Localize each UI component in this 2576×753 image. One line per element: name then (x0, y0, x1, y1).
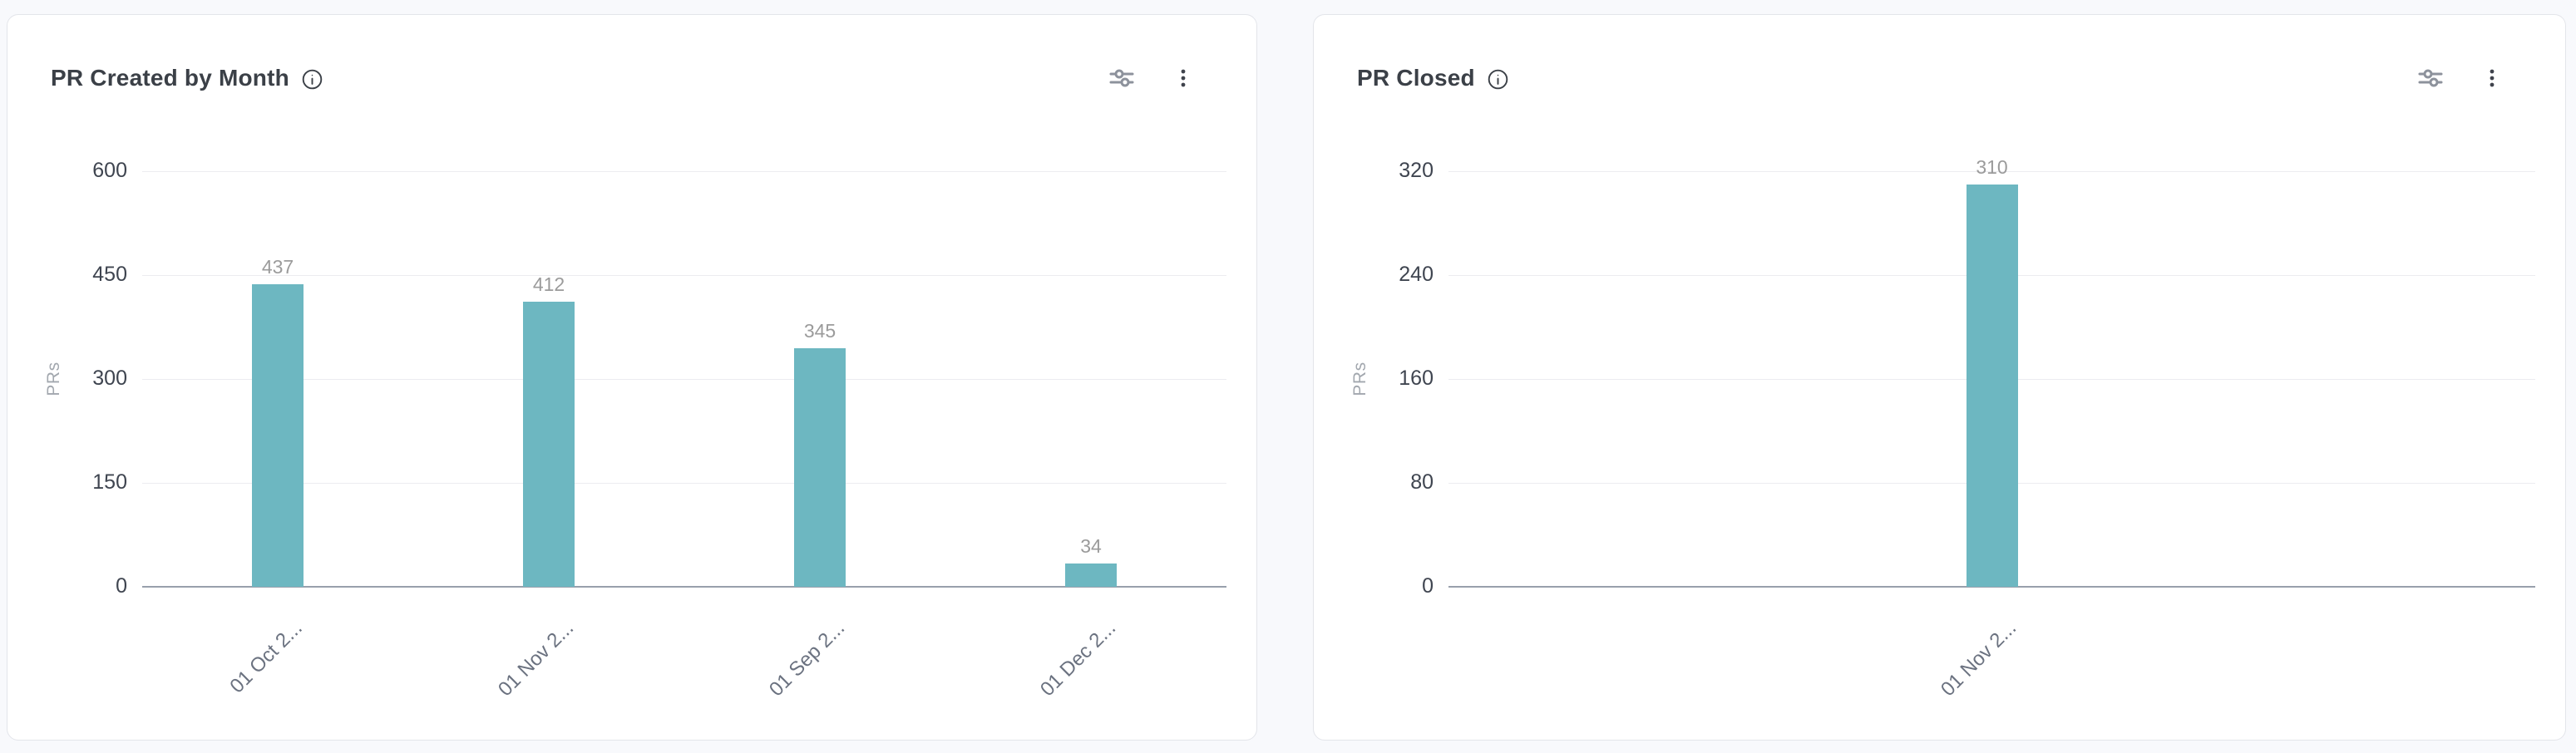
card-header: PR Created by Month (51, 62, 1198, 95)
bar-value-label: 412 (532, 273, 565, 295)
info-icon[interactable] (1487, 68, 1509, 91)
chart-card-pr-closed: PR Closed 0 80 160 240 320 PRs 310 (1313, 14, 2566, 741)
gridline (142, 275, 1226, 276)
y-tick-label: 80 (1410, 470, 1434, 494)
gridline (1448, 171, 2535, 172)
x-tick-label: 01 Oct 2... (225, 617, 308, 698)
x-axis-line (1448, 586, 2535, 588)
x-tick-label: 01 Nov 2... (1937, 617, 2021, 701)
y-tick-label: 300 (92, 367, 127, 390)
card-header: PR Closed (1357, 62, 2507, 95)
gridline (142, 483, 1226, 484)
bar[interactable] (523, 301, 575, 587)
sliders-icon[interactable] (2414, 62, 2447, 95)
x-tick-label: 01 Dec 2... (1035, 617, 1121, 701)
bar[interactable] (794, 347, 846, 587)
y-axis-title: PRs (1350, 362, 1369, 396)
x-axis-line (142, 586, 1226, 588)
y-tick-label: 600 (92, 159, 127, 182)
gridline (142, 379, 1226, 380)
y-tick-label: 0 (116, 574, 127, 598)
y-tick-label: 240 (1399, 263, 1434, 286)
bar-value-label: 34 (1080, 534, 1102, 557)
chart-title: PR Closed (1357, 65, 1475, 91)
y-tick-label: 150 (92, 470, 127, 494)
y-tick-label: 160 (1399, 367, 1434, 390)
gridline (142, 171, 1226, 172)
sliders-icon[interactable] (1105, 62, 1138, 95)
bar[interactable] (1065, 563, 1117, 587)
bar-chart-pr-created: 0 150 300 450 600 PRs 437 01 Oct 2... 412 01 Nov … (7, 15, 1256, 740)
bar-value-label: 310 (1976, 155, 2008, 178)
y-tick-label: 450 (92, 263, 127, 286)
bar[interactable] (1966, 184, 2018, 587)
chart-title: PR Created by Month (51, 65, 289, 91)
y-tick-label: 0 (1422, 574, 1434, 598)
y-tick-label: 320 (1399, 159, 1434, 182)
x-tick-label: 01 Sep 2... (764, 617, 850, 701)
bar-value-label: 437 (261, 255, 294, 278)
bar-chart-pr-closed: 0 80 160 240 320 PRs 310 01 Nov 2... (1314, 15, 2565, 740)
y-axis-title: PRs (44, 362, 63, 396)
bar-value-label: 345 (803, 319, 836, 342)
x-tick-label: 01 Nov 2... (493, 617, 579, 701)
bar[interactable] (252, 283, 303, 587)
chart-card-pr-created-by-month: PR Created by Month 0 150 300 4 (7, 14, 1257, 741)
kebab-menu-icon[interactable] (1168, 63, 1198, 93)
info-icon[interactable] (301, 68, 323, 91)
kebab-menu-icon[interactable] (2477, 63, 2507, 93)
